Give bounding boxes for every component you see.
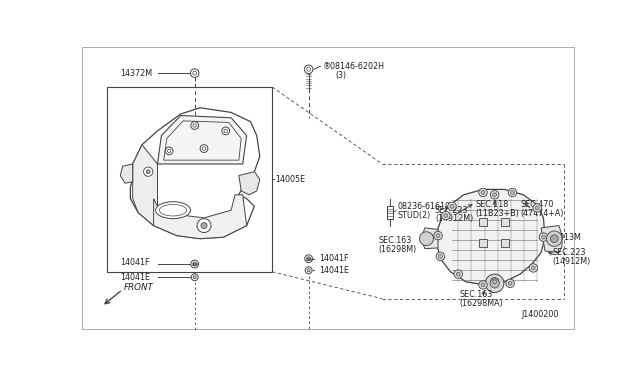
Text: SEC.163: SEC.163 — [378, 237, 412, 246]
Circle shape — [541, 235, 545, 239]
Polygon shape — [541, 225, 562, 253]
Circle shape — [450, 205, 454, 208]
Text: 14041E: 14041E — [120, 273, 150, 282]
Text: 14041F: 14041F — [319, 254, 348, 263]
Bar — [501, 240, 509, 247]
Text: FRONT: FRONT — [124, 283, 154, 292]
Circle shape — [533, 203, 541, 212]
Circle shape — [485, 274, 504, 293]
Text: (3): (3) — [335, 71, 346, 80]
Text: (16298MA): (16298MA) — [460, 299, 504, 308]
Polygon shape — [120, 164, 132, 183]
Circle shape — [454, 270, 463, 278]
Bar — [479, 218, 487, 225]
Circle shape — [191, 260, 198, 268]
Polygon shape — [436, 189, 545, 285]
Text: 14005E: 14005E — [275, 175, 305, 184]
Circle shape — [419, 232, 433, 246]
Circle shape — [493, 280, 497, 284]
Circle shape — [508, 281, 512, 285]
Polygon shape — [154, 195, 246, 239]
Circle shape — [307, 269, 310, 272]
Text: 08236-61610: 08236-61610 — [397, 202, 451, 211]
Circle shape — [165, 147, 173, 155]
Circle shape — [490, 190, 499, 199]
Polygon shape — [132, 145, 157, 225]
Polygon shape — [421, 228, 438, 249]
Text: (14912M): (14912M) — [435, 214, 473, 223]
Circle shape — [479, 280, 487, 289]
Circle shape — [490, 278, 499, 286]
Circle shape — [550, 235, 558, 243]
Circle shape — [444, 214, 448, 218]
Circle shape — [307, 257, 310, 261]
Text: (14912M): (14912M) — [553, 257, 591, 266]
Circle shape — [305, 255, 312, 263]
Circle shape — [490, 279, 499, 288]
Circle shape — [197, 219, 211, 232]
Text: 14372M: 14372M — [120, 68, 152, 78]
Text: SEC.163: SEC.163 — [460, 291, 493, 299]
Circle shape — [508, 188, 516, 197]
Text: ®08146-6202H: ®08146-6202H — [323, 62, 385, 71]
Circle shape — [506, 279, 515, 288]
Bar — [479, 240, 487, 247]
Bar — [107, 87, 272, 272]
Circle shape — [143, 167, 153, 176]
Bar — [387, 206, 393, 219]
Text: 14013M: 14013M — [549, 232, 580, 242]
Circle shape — [481, 190, 485, 195]
Circle shape — [436, 234, 440, 238]
Circle shape — [191, 69, 199, 77]
Text: SEC.118: SEC.118 — [476, 200, 509, 209]
Circle shape — [456, 272, 460, 276]
Circle shape — [547, 231, 562, 246]
Circle shape — [436, 252, 445, 261]
Circle shape — [481, 283, 485, 287]
Circle shape — [191, 274, 198, 280]
Circle shape — [147, 170, 150, 174]
Circle shape — [222, 127, 230, 135]
Polygon shape — [239, 172, 260, 195]
Text: SEC.470: SEC.470 — [520, 200, 554, 209]
Text: 14041E: 14041E — [319, 266, 349, 275]
Circle shape — [442, 211, 450, 220]
Circle shape — [448, 202, 456, 211]
Circle shape — [434, 231, 442, 240]
Text: (47474+A): (47474+A) — [520, 209, 564, 218]
Circle shape — [305, 267, 312, 274]
Circle shape — [531, 266, 535, 270]
Circle shape — [191, 122, 198, 129]
Polygon shape — [157, 115, 246, 164]
Circle shape — [193, 262, 196, 266]
Text: SEC.223: SEC.223 — [553, 248, 586, 257]
Circle shape — [201, 222, 207, 229]
Circle shape — [529, 264, 538, 272]
Circle shape — [539, 233, 548, 241]
Circle shape — [438, 254, 442, 258]
Circle shape — [193, 276, 196, 279]
Circle shape — [511, 190, 515, 195]
Text: SEC.223: SEC.223 — [435, 206, 468, 215]
Circle shape — [200, 145, 208, 153]
Text: (11B23+B): (11B23+B) — [476, 209, 519, 218]
Bar — [501, 218, 509, 225]
Text: 14041F: 14041F — [120, 258, 150, 267]
Text: (16298M): (16298M) — [378, 245, 417, 254]
Polygon shape — [131, 108, 260, 239]
Text: J1400200: J1400200 — [522, 310, 559, 319]
Text: STUD(2): STUD(2) — [397, 211, 431, 220]
Circle shape — [535, 206, 539, 210]
Circle shape — [305, 65, 313, 74]
Circle shape — [479, 188, 487, 197]
Ellipse shape — [156, 202, 191, 219]
Circle shape — [493, 193, 497, 197]
